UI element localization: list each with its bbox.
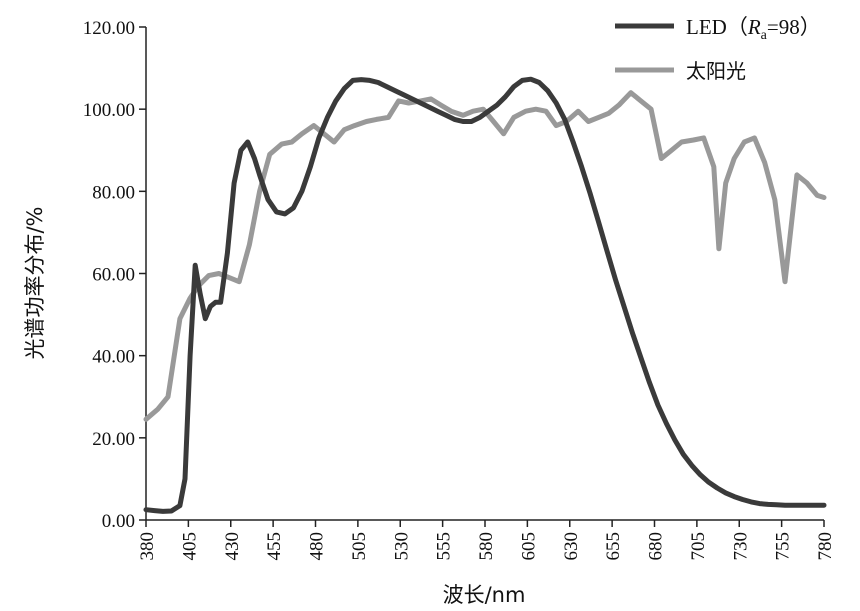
x-tick-label: 680: [646, 532, 667, 561]
x-tick-label: 755: [773, 532, 794, 561]
legend-led-sub: a: [761, 28, 768, 43]
x-tick-label: 405: [179, 532, 200, 561]
x-tick-label: 380: [137, 532, 158, 561]
series-line-led: [143, 76, 827, 514]
x-tick-label: 730: [730, 532, 751, 561]
legend-led-r: R: [747, 15, 761, 39]
legend-label-sun: 太阳光: [686, 59, 746, 83]
x-tick-label: 530: [391, 532, 412, 561]
axes: [145, 27, 824, 521]
y-tick-label: 60.00: [92, 265, 135, 286]
x-tick-label: 555: [434, 532, 455, 561]
x-tick-label: 630: [561, 532, 582, 561]
x-axis-title: 波长/nm: [443, 583, 526, 607]
x-tick-label: 655: [603, 532, 624, 561]
y-tick-label: 100.00: [83, 100, 135, 121]
y-ticks: 0.00 20.00 40.00 60.00 80.00 100.00 120.00: [83, 18, 146, 532]
legend: LED（Ra=98） 太阳光: [615, 15, 821, 83]
x-tick-label: 780: [815, 532, 836, 561]
y-tick-label: 120.00: [83, 18, 135, 39]
y-tick-label: 40.00: [92, 347, 135, 368]
x-tick-label: 605: [518, 532, 539, 561]
y-tick-label: 80.00: [92, 182, 135, 203]
legend-led-main: LED（: [686, 15, 748, 39]
series-line-sunlight: [143, 90, 827, 422]
x-ticks: 380 405 430 455 480 505 530 555 580 605 630 655 680 7…: [137, 520, 836, 561]
y-tick-label: 20.00: [92, 429, 135, 450]
x-tick-label: 580: [476, 532, 497, 561]
legend-led-tail: =98）: [767, 15, 821, 39]
series-layer: [143, 76, 827, 514]
x-tick-label: 480: [307, 532, 328, 561]
x-tick-label: 505: [349, 532, 370, 561]
y-axis-title: 光谱功率分布/%: [23, 206, 47, 359]
x-tick-label: 430: [222, 532, 243, 561]
x-tick-label: 705: [688, 532, 709, 561]
legend-label-led: LED（Ra=98）: [686, 15, 821, 43]
x-tick-label: 455: [264, 532, 285, 561]
y-tick-label: 0.00: [102, 511, 135, 532]
